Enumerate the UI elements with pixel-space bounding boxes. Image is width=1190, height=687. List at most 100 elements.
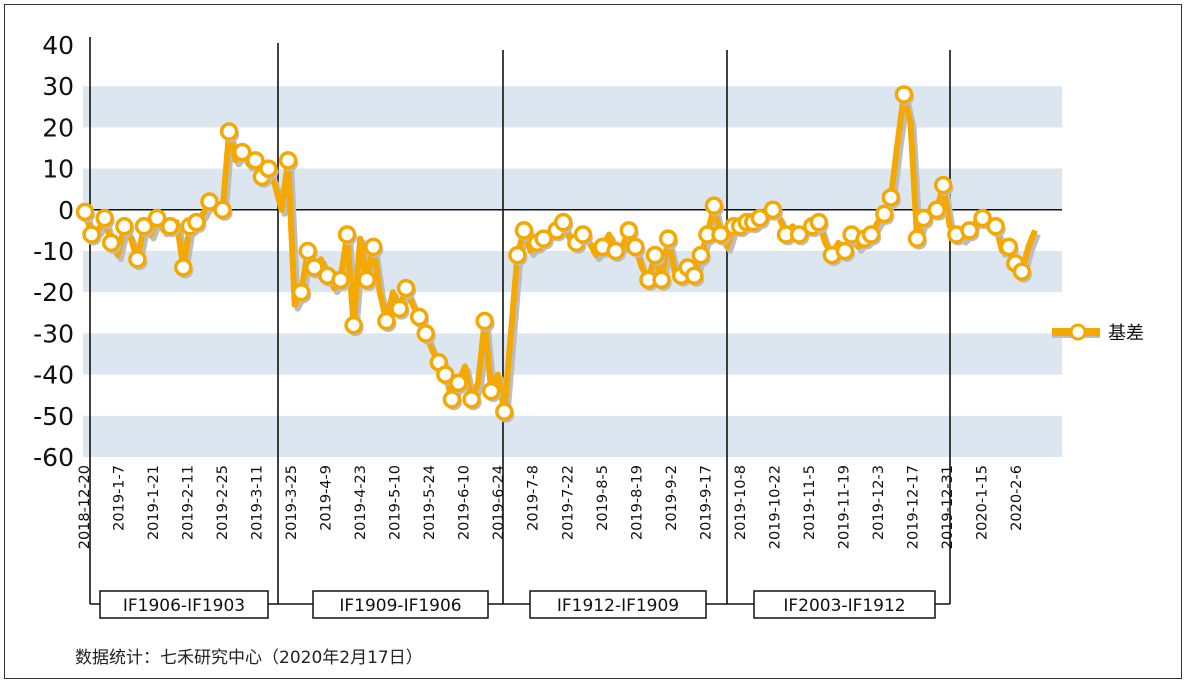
data-point xyxy=(711,225,730,244)
contract-label: IF1912-IF1909 xyxy=(503,590,727,619)
x-tick-label: 2019-7-8 xyxy=(526,465,542,531)
y-tick-label: 10 xyxy=(42,155,74,184)
x-tick-label: 2019-11-5 xyxy=(802,465,818,540)
series-basis xyxy=(75,85,1041,423)
x-tick-label: 2019-12-31 xyxy=(940,465,956,549)
y-tick-label: -10 xyxy=(33,237,74,266)
data-point xyxy=(75,202,95,222)
data-point xyxy=(645,245,665,265)
data-point xyxy=(409,307,429,327)
x-tick-label: 2019-3-11 xyxy=(250,465,266,540)
data-point xyxy=(685,266,704,285)
data-point xyxy=(174,258,193,277)
data-point xyxy=(914,208,933,228)
x-tick-label: 2019-7-22 xyxy=(560,465,576,540)
x-tick-label: 2019-1-7 xyxy=(112,465,128,531)
x-tick-label: 2019-12-17 xyxy=(905,465,921,549)
data-point xyxy=(462,390,481,409)
data-point xyxy=(1012,262,1032,281)
x-tick-label: 2019-2-11 xyxy=(181,465,197,540)
data-point xyxy=(200,192,219,211)
x-tick-label: 2019-8-5 xyxy=(595,465,611,531)
data-point xyxy=(278,151,298,170)
x-tick-label: 2019-4-9 xyxy=(319,465,335,531)
data-point xyxy=(934,175,953,195)
data-point xyxy=(147,208,167,228)
y-tick-label: 20 xyxy=(42,113,74,142)
y-tick-label: 40 xyxy=(42,31,74,60)
grid-band xyxy=(83,251,1062,293)
contract-labels: IF1906-IF1903 IF1909-IF1906 IF1912-IF1909 I… xyxy=(90,590,950,619)
data-point xyxy=(390,299,409,318)
contract-label: IF1906-IF1903 xyxy=(90,590,278,619)
legend-marker xyxy=(1069,323,1087,341)
x-tick-label: 2019-9-17 xyxy=(698,465,714,540)
x-axis-ticks: 2018-12-20 2019-1-7 2019-1-21 2019-2-11 2019… xyxy=(77,465,1025,549)
data-point xyxy=(246,151,265,170)
data-point xyxy=(894,85,914,104)
x-tick-label: 2019-9-2 xyxy=(664,465,680,531)
data-point xyxy=(960,221,979,240)
data-point xyxy=(789,225,809,244)
data-point xyxy=(835,241,855,261)
x-tick-label: 2020-2-6 xyxy=(1009,465,1025,531)
data-point xyxy=(907,229,927,248)
x-tick-label: 2019-3-25 xyxy=(284,465,300,540)
data-point xyxy=(619,221,639,240)
data-point xyxy=(82,225,101,244)
legend-label: 基差 xyxy=(1108,323,1144,344)
data-point xyxy=(298,241,318,261)
x-tick-label: 2019-10-22 xyxy=(767,465,783,549)
data-point xyxy=(95,208,114,228)
source-note: 数据统计：七禾研究中心（2020年2月17日） xyxy=(75,648,423,668)
y-tick-label: -20 xyxy=(33,278,74,307)
data-point xyxy=(219,122,239,141)
contract-label-text: IF2003-IF1912 xyxy=(783,596,905,616)
y-tick-label: -40 xyxy=(33,361,74,390)
data-point xyxy=(658,229,678,248)
data-point xyxy=(691,245,711,265)
x-tick-label: 2019-6-24 xyxy=(491,465,507,540)
x-tick-label: 2020-1-15 xyxy=(974,465,990,540)
data-point xyxy=(232,142,252,162)
data-point xyxy=(573,225,593,244)
contract-label-text: IF1912-IF1909 xyxy=(557,596,679,616)
data-point xyxy=(514,221,534,240)
x-tick-label: 2019-10-8 xyxy=(733,465,749,540)
contract-label: IF2003-IF1912 xyxy=(727,590,950,619)
data-point xyxy=(986,217,1005,236)
contract-label-text: IF1906-IF1903 xyxy=(123,596,245,616)
y-tick-label: -50 xyxy=(33,402,74,431)
legend: 基差 xyxy=(1052,323,1144,344)
data-point xyxy=(377,311,396,331)
data-point xyxy=(973,208,992,228)
data-point xyxy=(606,241,625,261)
data-point xyxy=(861,225,881,244)
x-tick-label: 2019-6-10 xyxy=(457,465,473,540)
data-point xyxy=(534,229,553,248)
data-point xyxy=(134,217,154,236)
x-tick-label: 2018-12-20 xyxy=(77,465,93,549)
data-point xyxy=(259,159,278,178)
y-tick-label: -30 xyxy=(33,319,74,348)
x-tick-label: 2019-5-10 xyxy=(388,465,404,540)
data-point xyxy=(750,208,770,228)
data-point xyxy=(291,282,311,302)
data-point xyxy=(305,258,324,277)
data-point xyxy=(331,270,350,290)
data-point xyxy=(436,365,455,384)
x-tick-label: 2019-12-3 xyxy=(871,465,887,540)
data-point xyxy=(128,249,147,269)
data-point xyxy=(927,200,946,220)
data-point xyxy=(475,311,494,331)
data-point xyxy=(881,188,901,207)
data-point xyxy=(396,278,416,298)
data-point xyxy=(187,212,206,232)
data-point xyxy=(344,315,363,335)
grid-band xyxy=(83,333,1062,375)
data-point xyxy=(809,212,829,232)
data-point xyxy=(101,233,121,253)
x-tick-label: 2019-1-21 xyxy=(146,465,162,540)
data-point xyxy=(115,217,134,236)
